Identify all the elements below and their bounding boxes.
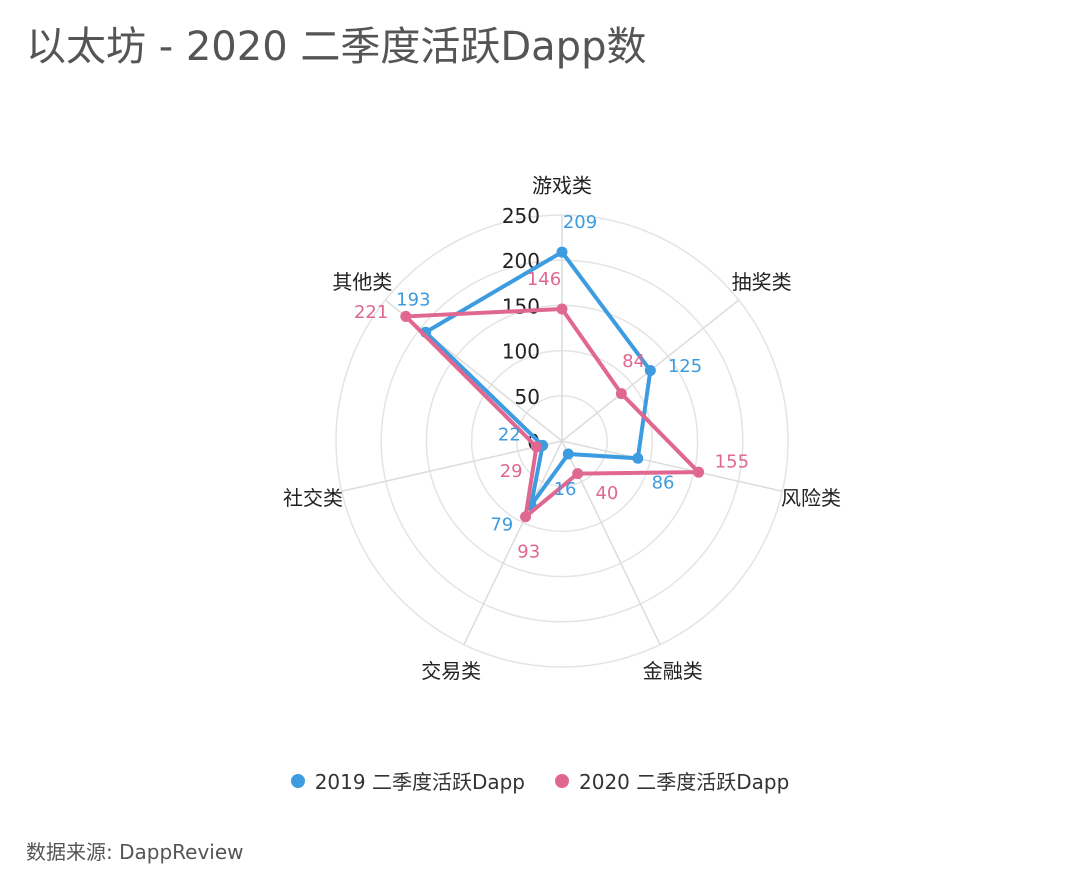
data-label: 146 <box>527 269 561 290</box>
data-point <box>644 365 656 377</box>
data-label: 93 <box>517 542 540 563</box>
axis-label: 社交类 <box>283 486 343 510</box>
legend-label: 2020 二季度活跃Dapp <box>579 770 790 794</box>
data-point <box>615 388 627 400</box>
data-label: 22 <box>498 425 521 446</box>
axis-line <box>463 440 563 645</box>
legend-marker-icon <box>290 773 305 788</box>
data-label: 155 <box>715 451 749 472</box>
axis-label: 游戏类 <box>532 174 592 198</box>
axis-label: 抽奖类 <box>732 270 792 294</box>
data-point <box>520 511 532 523</box>
data-point <box>530 441 542 453</box>
series-line-1 <box>403 307 701 519</box>
legend: 2019 二季度活跃Dapp 2020 二季度活跃Dapp <box>0 766 1080 795</box>
axis-line <box>561 440 783 493</box>
series-line-0 <box>423 250 653 508</box>
data-label: 16 <box>554 479 577 500</box>
radial-tick-label: 250 <box>502 204 540 228</box>
radial-tick-label: 100 <box>502 340 540 364</box>
data-label: 29 <box>500 461 523 482</box>
radial-tick-label: 50 <box>515 385 540 409</box>
legend-marker-icon <box>555 773 569 788</box>
radial-tick-label: 150 <box>502 294 540 318</box>
axis-label: 金融类 <box>643 659 703 683</box>
data-label: 209 <box>563 212 597 233</box>
data-label: 79 <box>490 515 513 536</box>
chart-title: 以太坊 - 2020 二季度活跃Dapp数 <box>26 24 647 70</box>
axis-label: 其他类 <box>332 270 392 294</box>
data-point <box>632 452 644 464</box>
data-label: 221 <box>354 302 388 323</box>
data-label: 86 <box>652 473 675 494</box>
data-point <box>556 303 568 315</box>
axis-label: 风险类 <box>781 486 841 510</box>
data-point <box>400 310 412 322</box>
data-label: 84 <box>622 351 645 372</box>
data-label: 40 <box>595 483 618 504</box>
legend-item-2020[interactable]: 2020 二季度活跃Dapp <box>555 766 789 795</box>
data-point <box>572 468 584 480</box>
data-label: 125 <box>668 356 702 377</box>
data-point <box>693 466 705 478</box>
legend-item-2019[interactable]: 2019 二季度活跃Dapp <box>290 766 525 795</box>
data-point <box>556 246 568 258</box>
axis-label: 交易类 <box>421 659 481 683</box>
data-point <box>562 448 574 460</box>
source-note: 数据来源: DappReview <box>26 840 244 864</box>
legend-label: 2019 二季度活跃Dapp <box>314 770 525 794</box>
axis-line <box>341 440 563 493</box>
data-label: 193 <box>396 289 430 310</box>
